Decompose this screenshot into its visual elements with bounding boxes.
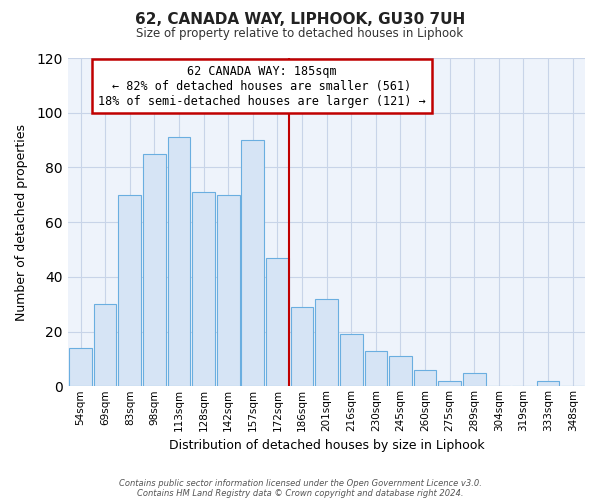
Bar bbox=[463, 372, 485, 386]
Bar bbox=[167, 138, 190, 386]
Bar bbox=[94, 304, 116, 386]
Bar bbox=[365, 350, 387, 386]
Bar bbox=[340, 334, 362, 386]
Y-axis label: Number of detached properties: Number of detached properties bbox=[15, 124, 28, 320]
Bar bbox=[414, 370, 436, 386]
Bar bbox=[192, 192, 215, 386]
Bar bbox=[389, 356, 412, 386]
Bar bbox=[439, 381, 461, 386]
Bar bbox=[217, 195, 239, 386]
Text: Contains public sector information licensed under the Open Government Licence v3: Contains public sector information licen… bbox=[119, 478, 481, 488]
Bar bbox=[266, 258, 289, 386]
X-axis label: Distribution of detached houses by size in Liphook: Distribution of detached houses by size … bbox=[169, 440, 484, 452]
Text: Contains HM Land Registry data © Crown copyright and database right 2024.: Contains HM Land Registry data © Crown c… bbox=[137, 488, 463, 498]
Bar bbox=[69, 348, 92, 387]
Bar bbox=[291, 307, 313, 386]
Bar bbox=[118, 195, 141, 386]
Bar bbox=[241, 140, 264, 386]
Text: Size of property relative to detached houses in Liphook: Size of property relative to detached ho… bbox=[136, 28, 464, 40]
Bar bbox=[537, 381, 559, 386]
Bar bbox=[143, 154, 166, 386]
Text: 62 CANADA WAY: 185sqm
← 82% of detached houses are smaller (561)
18% of semi-det: 62 CANADA WAY: 185sqm ← 82% of detached … bbox=[98, 64, 426, 108]
Text: 62, CANADA WAY, LIPHOOK, GU30 7UH: 62, CANADA WAY, LIPHOOK, GU30 7UH bbox=[135, 12, 465, 28]
Bar bbox=[316, 298, 338, 386]
